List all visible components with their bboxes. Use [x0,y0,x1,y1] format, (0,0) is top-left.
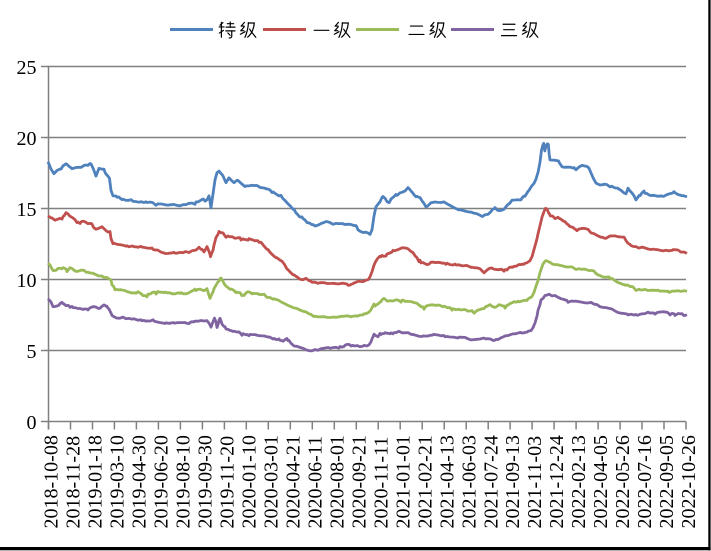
svg-text:2022-02-13: 2022-02-13 [568,435,590,528]
svg-text:2020-06-11: 2020-06-11 [304,436,326,529]
svg-text:2019-01-18: 2019-01-18 [85,435,107,528]
svg-text:2020-01-10: 2020-01-10 [238,435,260,528]
svg-text:2018-10-08: 2018-10-08 [41,435,63,528]
svg-text:2022-05-26: 2022-05-26 [612,435,634,528]
svg-text:20: 20 [17,128,37,150]
svg-text:2020-03-01: 2020-03-01 [260,435,282,528]
svg-text:2018-11-28: 2018-11-28 [63,436,85,529]
svg-text:2019-04-30: 2019-04-30 [129,435,151,528]
svg-text:2019-06-20: 2019-06-20 [151,435,173,528]
svg-text:2019-11-20: 2019-11-20 [217,436,239,529]
svg-text:2021-02-21: 2021-02-21 [414,435,436,528]
svg-text:0: 0 [27,412,37,434]
svg-text:2019-09-30: 2019-09-30 [195,435,217,528]
svg-text:2021-11-03: 2021-11-03 [524,436,546,529]
svg-text:2021-06-03: 2021-06-03 [458,435,480,528]
svg-text:10: 10 [17,270,37,292]
svg-text:2022-09-05: 2022-09-05 [656,435,678,528]
svg-text:2021-01-01: 2021-01-01 [392,435,414,528]
svg-text:2021-12-24: 2021-12-24 [546,435,568,528]
svg-text:25: 25 [17,57,37,79]
svg-text:2021-04-13: 2021-04-13 [436,435,458,528]
svg-text:2021-07-24: 2021-07-24 [480,435,502,528]
svg-text:2020-11-11: 2020-11-11 [370,437,392,529]
svg-text:2022-07-16: 2022-07-16 [634,435,656,528]
svg-text:2022-10-26: 2022-10-26 [678,435,700,528]
svg-text:15: 15 [17,199,37,221]
svg-text:2020-08-01: 2020-08-01 [326,435,348,528]
svg-text:5: 5 [27,341,37,363]
svg-text:2019-08-10: 2019-08-10 [173,435,195,528]
svg-text:2020-04-21: 2020-04-21 [282,435,304,528]
svg-text:2021-09-13: 2021-09-13 [502,435,524,528]
svg-text:2020-09-21: 2020-09-21 [348,435,370,528]
svg-text:2019-03-10: 2019-03-10 [107,435,129,528]
svg-text:2022-04-05: 2022-04-05 [590,435,612,528]
